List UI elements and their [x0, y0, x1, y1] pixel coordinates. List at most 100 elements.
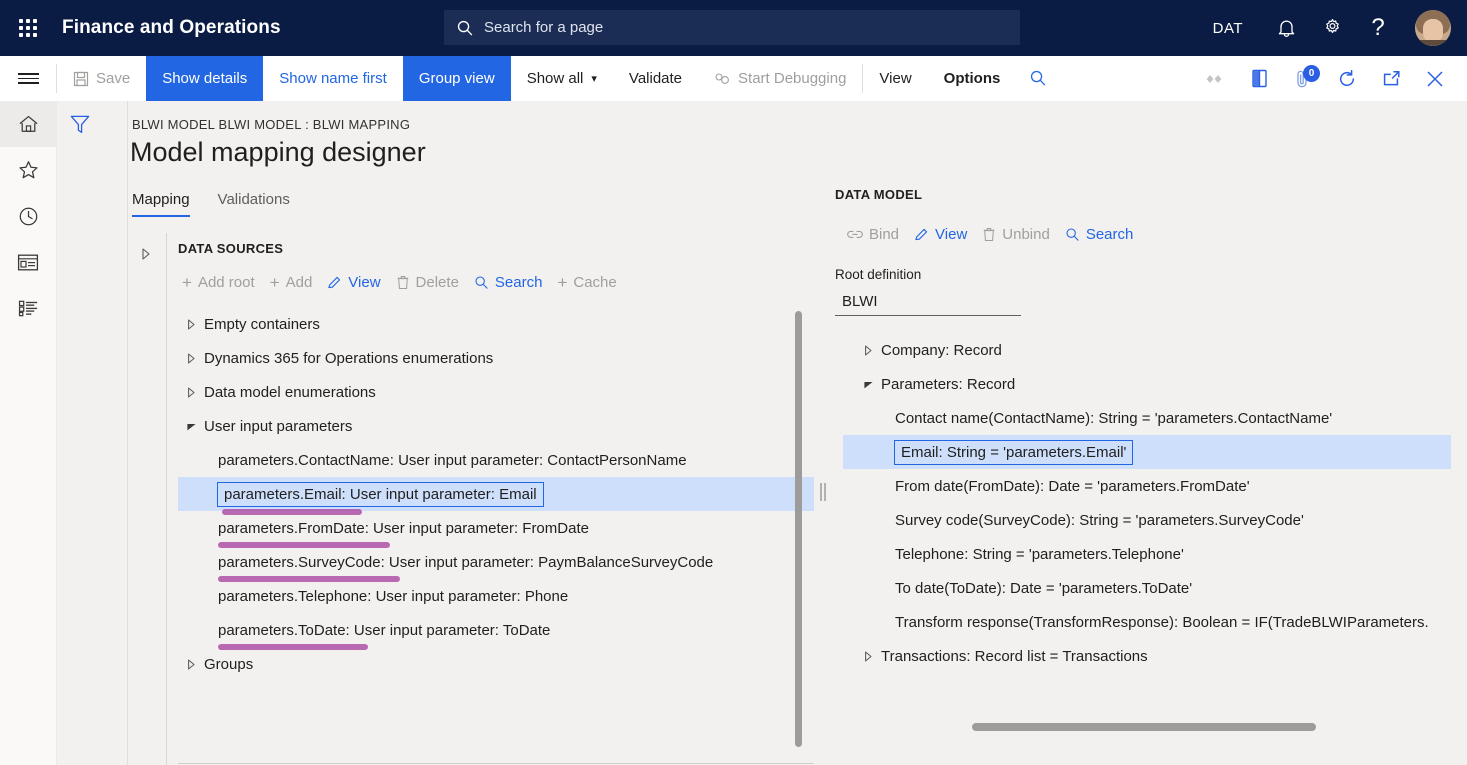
app-launcher-button[interactable] [0, 0, 56, 56]
tab-validations[interactable]: Validations [217, 191, 290, 208]
save-button[interactable]: Save [57, 56, 146, 101]
validate-button[interactable]: Validate [613, 56, 698, 101]
show-name-first-button[interactable]: Show name first [263, 56, 403, 101]
start-debugging-button[interactable]: Start Debugging [698, 56, 862, 101]
home-icon [19, 115, 37, 132]
diamonds-button[interactable] [1193, 57, 1237, 101]
tree-row[interactable]: Groups [178, 647, 814, 681]
avatar[interactable] [1415, 10, 1451, 46]
view-menu-button[interactable]: View [863, 56, 927, 101]
tree-row[interactable]: Empty containers [178, 307, 814, 341]
company-selector[interactable]: DAT [1212, 19, 1243, 37]
rail-item-favorites[interactable] [0, 147, 56, 193]
chevron-right-icon[interactable] [178, 386, 204, 398]
view-menu-label: View [879, 70, 912, 87]
nav-menu-toggle[interactable] [0, 56, 56, 101]
dm-search-label: Search [1085, 226, 1134, 243]
tab-mapping[interactable]: Mapping [132, 191, 190, 217]
chevron-right-icon[interactable] [855, 650, 881, 662]
show-name-first-label: Show name first [279, 70, 387, 87]
data-sources-divider [166, 233, 167, 765]
tree-row[interactable]: parameters.Telephone: User input paramet… [178, 579, 814, 613]
rail-item-workspaces[interactable] [0, 239, 56, 285]
ds-add-root-button[interactable]: + Add root [178, 269, 266, 296]
group-view-button[interactable]: Group view [402, 56, 511, 101]
chevron-right-icon[interactable] [178, 658, 204, 670]
tree-row[interactable]: Telephone: String = 'parameters.Telephon… [843, 537, 1467, 571]
tree-row[interactable]: Parameters: Record [843, 367, 1467, 401]
tree-row[interactable]: parameters.ContactName: User input param… [178, 443, 814, 477]
tree-row[interactable]: Data model enumerations [178, 375, 814, 409]
data-model-horizontal-scrollbar[interactable] [972, 723, 1316, 731]
annotation-highlight [218, 644, 368, 650]
show-details-button[interactable]: Show details [146, 56, 264, 101]
diamonds-icon [1206, 74, 1222, 83]
avatar-shoulders [1415, 40, 1451, 46]
rail-item-home[interactable] [0, 101, 56, 147]
tree-row-label: Dynamics 365 for Operations enumerations [204, 349, 494, 367]
options-menu-label: Options [943, 70, 1001, 87]
pane-search-button[interactable] [1016, 56, 1060, 100]
dm-unbind-button[interactable]: Unbind [978, 221, 1061, 248]
dm-view-button[interactable]: View [910, 221, 978, 248]
ds-view-button[interactable]: View [323, 269, 391, 296]
show-all-dropdown[interactable]: Show all ▾ [511, 56, 613, 101]
ds-add-button[interactable]: + Add [266, 269, 324, 296]
breadcrumb: BLWI MODEL BLWI MODEL : BLWI MAPPING [132, 117, 411, 132]
data-sources-expand-toggle[interactable] [140, 247, 151, 265]
tree-row[interactable]: Survey code(SurveyCode): String = 'param… [843, 503, 1467, 537]
plus-icon: + [269, 273, 280, 292]
settings-button[interactable] [1309, 0, 1355, 56]
chevron-right-icon[interactable] [178, 352, 204, 364]
chevron-right-icon[interactable] [855, 344, 881, 356]
tree-row[interactable]: Transform response(TransformResponse): B… [843, 605, 1467, 639]
action-pane: Save Show details Show name first Group … [0, 56, 1467, 102]
global-search-input[interactable]: Search for a page [444, 10, 1020, 45]
panel-splitter[interactable] [818, 233, 828, 765]
tree-row-label: Contact name(ContactName): String = 'par… [895, 409, 1333, 427]
tree-row[interactable]: parameters.ToDate: User input parameter:… [178, 613, 814, 650]
dm-bind-button[interactable]: Bind [843, 221, 910, 248]
help-button[interactable]: ? [1371, 14, 1385, 41]
pencil-icon [327, 275, 342, 290]
tree-row[interactable]: Dynamics 365 for Operations enumerations [178, 341, 814, 375]
page-tabs: Mapping Validations [132, 191, 290, 217]
tree-row[interactable]: User input parameters [178, 409, 814, 443]
attachments-button[interactable]: 0 [1281, 57, 1325, 101]
data-sources-heading: DATA SOURCES [178, 241, 284, 256]
refresh-button[interactable] [1325, 57, 1369, 101]
tree-row-label: Email: String = 'parameters.Email' [894, 439, 1134, 465]
tree-row[interactable]: Contact name(ContactName): String = 'par… [843, 401, 1467, 435]
annotation-highlight [218, 542, 390, 548]
tree-row[interactable]: Transactions: Record list = Transactions [843, 639, 1467, 673]
tree-row-selected[interactable]: Email: String = 'parameters.Email' [843, 435, 1451, 469]
plus-icon: + [557, 273, 568, 292]
close-button[interactable] [1413, 57, 1457, 101]
tree-row[interactable]: To date(ToDate): Date = 'parameters.ToDa… [843, 571, 1467, 605]
tree-row[interactable]: parameters.SurveyCode: User input parame… [178, 545, 814, 582]
global-search-placeholder: Search for a page [484, 19, 604, 36]
filter-button[interactable] [69, 114, 91, 140]
tree-row[interactable]: From date(FromDate): Date = 'parameters.… [843, 469, 1467, 503]
search-icon [1031, 70, 1046, 86]
chevron-down-icon[interactable] [178, 421, 204, 432]
ds-delete-button[interactable]: Delete [392, 269, 470, 296]
tree-row[interactable]: Company: Record [843, 333, 1467, 367]
ds-search-button[interactable]: Search [470, 269, 554, 296]
notifications-button[interactable] [1263, 0, 1309, 56]
rail-item-recent[interactable] [0, 193, 56, 239]
popout-button[interactable] [1369, 57, 1413, 101]
data-sources-vertical-scrollbar[interactable] [795, 311, 802, 747]
office-app-button[interactable] [1237, 57, 1281, 101]
chevron-down-icon[interactable] [855, 379, 881, 390]
root-definition-input[interactable]: BLWI [835, 288, 1021, 316]
tree-row-selected[interactable]: parameters.Email: User input parameter: … [178, 477, 814, 515]
rail-item-modules[interactable] [0, 285, 56, 331]
tree-row[interactable]: parameters.FromDate: User input paramete… [178, 511, 814, 548]
options-menu-button[interactable]: Options [928, 56, 1017, 101]
tree-row-label: parameters.SurveyCode: User input parame… [218, 553, 714, 571]
dm-search-button[interactable]: Search [1061, 221, 1145, 248]
chevron-right-icon[interactable] [178, 318, 204, 330]
ds-cache-button[interactable]: + Cache [553, 269, 627, 296]
start-debugging-label: Start Debugging [738, 70, 847, 87]
